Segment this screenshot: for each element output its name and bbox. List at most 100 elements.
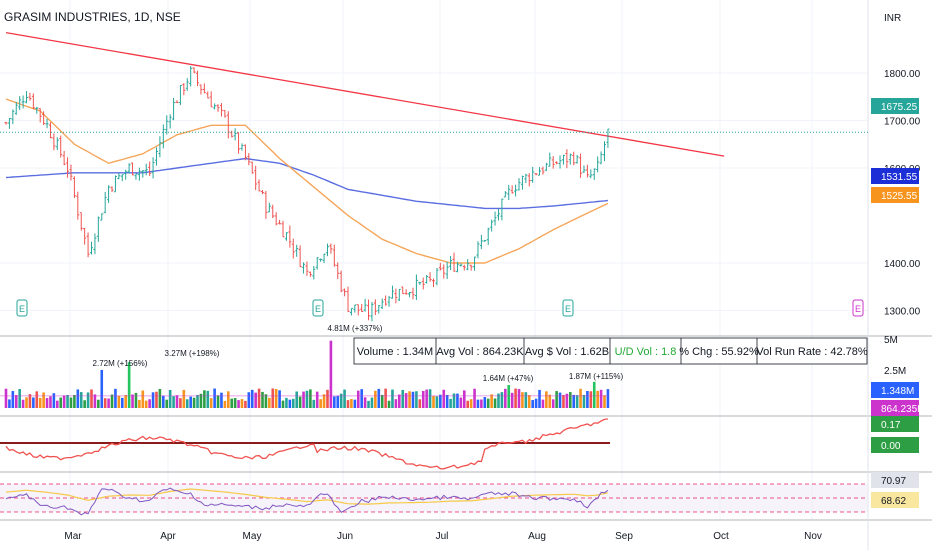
price-tick: 1300.00 bbox=[884, 307, 921, 318]
stats-cell: Avg $ Vol : 1.62B bbox=[525, 346, 609, 358]
volume-bar bbox=[56, 400, 59, 408]
price-scale[interactable]: INR1800.001700.001600.001400.001300.0016… bbox=[871, 13, 924, 508]
earnings-letter: E bbox=[19, 304, 25, 314]
volume-tick: 5M bbox=[884, 335, 898, 346]
stats-cell: Avg Vol : 864.23K bbox=[436, 346, 524, 358]
volume-bar bbox=[421, 390, 425, 408]
volume-bar bbox=[411, 391, 415, 408]
volume-bar bbox=[271, 388, 275, 408]
volume-bar bbox=[367, 400, 370, 408]
volume-bar bbox=[551, 399, 555, 408]
volume-bar bbox=[285, 397, 288, 408]
volume-bar bbox=[510, 392, 514, 408]
volume-bar bbox=[350, 399, 353, 408]
volume-bar bbox=[250, 389, 254, 408]
volume-bar bbox=[100, 369, 104, 408]
time-axis[interactable]: Mar Apr May Jun Jul Aug Sep Oct Nov bbox=[64, 531, 822, 542]
volume-bar bbox=[398, 394, 401, 408]
volume-bar bbox=[196, 394, 199, 408]
volume-bar bbox=[97, 399, 100, 408]
volume-bar bbox=[370, 397, 374, 408]
stats-box: Volume : 1.34M Avg Vol : 864.23K Avg $ Vol… bbox=[353, 337, 868, 365]
volume-bar bbox=[151, 392, 155, 408]
volume-bar bbox=[42, 392, 45, 408]
volume-bar bbox=[493, 398, 497, 408]
volume-bar bbox=[247, 392, 251, 408]
stats-cell: % Chg : 55.92% bbox=[679, 346, 759, 358]
volume-bar bbox=[333, 396, 336, 408]
earnings-badge bbox=[312, 299, 324, 317]
volume-avg-label-bg bbox=[871, 400, 919, 416]
volume-bar bbox=[456, 393, 459, 408]
volume-bar bbox=[175, 395, 179, 408]
volume-bar bbox=[291, 398, 295, 408]
time-tick: Aug bbox=[528, 531, 546, 542]
earnings-badge bbox=[562, 299, 574, 317]
volume-bar bbox=[185, 399, 189, 408]
trendline[interactable] bbox=[5, 31, 725, 157]
volume-bar bbox=[134, 392, 138, 408]
volume-bar bbox=[69, 397, 73, 408]
price-tick: 1800.00 bbox=[884, 69, 921, 80]
volume-bar bbox=[49, 396, 52, 408]
volume-bar bbox=[480, 399, 483, 408]
volume-bar bbox=[548, 394, 552, 408]
volume-bar bbox=[302, 391, 305, 408]
stats-cell: Volume : 1.34M bbox=[357, 346, 433, 358]
volume-bar bbox=[309, 389, 312, 408]
last-price-label: 1675.25 bbox=[881, 102, 918, 113]
candlestick-series bbox=[4, 66, 610, 322]
volume-bar bbox=[66, 395, 69, 408]
volume-bar bbox=[223, 400, 227, 408]
volume-bar bbox=[264, 394, 268, 408]
sma-long-line bbox=[5, 157, 608, 210]
volume-bar bbox=[148, 399, 151, 408]
volume-bar bbox=[257, 388, 261, 408]
stats-cell: U/D Vol : 1.8 bbox=[615, 346, 677, 358]
earnings-letter: E bbox=[315, 304, 321, 314]
volume-annotation: 3.27M (+198%) bbox=[165, 349, 220, 358]
trendline-line bbox=[5, 31, 725, 157]
rsi-ma-label-bg bbox=[871, 492, 919, 508]
volume-bar bbox=[527, 395, 531, 408]
time-tick: Oct bbox=[713, 531, 729, 542]
volume-bar bbox=[425, 389, 428, 408]
volume-bar bbox=[206, 390, 210, 408]
volume-bar bbox=[268, 397, 271, 408]
earnings-badge bbox=[16, 299, 28, 317]
volume-bar bbox=[569, 392, 572, 408]
volume-bar bbox=[261, 391, 264, 408]
volume-bar bbox=[387, 400, 391, 408]
volume-bar bbox=[538, 389, 541, 408]
volume-bar bbox=[131, 394, 134, 408]
volume-bar bbox=[312, 399, 316, 408]
volume-bar bbox=[514, 388, 517, 408]
volume-bar bbox=[579, 388, 582, 408]
volume-bar bbox=[244, 400, 247, 408]
rsi-line bbox=[5, 487, 609, 516]
volume-bar bbox=[216, 395, 220, 408]
volume-bar bbox=[237, 400, 240, 408]
volume-bar bbox=[138, 399, 141, 408]
volume-bar bbox=[562, 394, 565, 408]
volume-bar bbox=[524, 392, 528, 408]
volume-bar bbox=[83, 400, 86, 408]
volume-bar bbox=[545, 391, 548, 408]
volume-bar bbox=[408, 391, 411, 408]
volume-bar bbox=[227, 391, 230, 408]
volume-bar bbox=[415, 391, 418, 408]
volume-bar bbox=[158, 388, 162, 408]
volume-bar bbox=[428, 389, 432, 408]
volume-bar bbox=[305, 390, 309, 408]
earnings-badge bbox=[852, 299, 864, 317]
volume-bar bbox=[565, 393, 569, 408]
updown-volume-pane bbox=[0, 418, 610, 470]
volume-bar bbox=[483, 397, 487, 408]
volume-bar bbox=[575, 395, 579, 408]
volume-bar bbox=[606, 389, 610, 408]
volume-bar bbox=[521, 392, 524, 408]
volume-bar bbox=[281, 400, 285, 408]
